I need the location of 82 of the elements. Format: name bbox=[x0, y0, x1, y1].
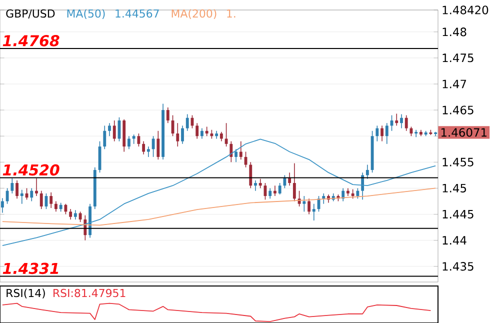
candlestick bbox=[385, 122, 388, 144]
y-tick-label: 1.445 bbox=[442, 210, 474, 219]
candlestick bbox=[128, 136, 130, 150]
line-series bbox=[2, 188, 436, 226]
candlestick bbox=[366, 164, 369, 180]
candlestick bbox=[278, 182, 282, 195]
candlestick bbox=[78, 211, 82, 222]
y-tick-label: 1.47 bbox=[442, 80, 466, 88]
candlestick bbox=[249, 162, 252, 189]
candlestick bbox=[181, 125, 184, 144]
candlestick bbox=[234, 148, 238, 163]
candlestick bbox=[274, 185, 276, 196]
y-tick-label: 1.435 bbox=[442, 262, 474, 271]
candlestick bbox=[414, 129, 418, 138]
candlestick bbox=[205, 126, 208, 136]
candlestick bbox=[146, 146, 150, 158]
candlestick bbox=[142, 140, 146, 155]
candlestick bbox=[292, 162, 296, 202]
candlestick bbox=[30, 188, 34, 202]
annotation: 1. bbox=[227, 10, 236, 18]
ref-line-label: 1.4768 bbox=[2, 35, 60, 46]
candlestick bbox=[400, 114, 403, 129]
line-series bbox=[2, 138, 436, 246]
candlestick bbox=[10, 178, 14, 194]
text: 1.46071 bbox=[441, 128, 487, 137]
y-tick-label: 1.465 bbox=[442, 106, 474, 114]
y-tick-label: 1.455 bbox=[442, 158, 474, 166]
y-tick-label: 1.44 bbox=[442, 236, 466, 244]
candlestick bbox=[395, 113, 398, 126]
candlestick bbox=[186, 114, 189, 132]
annotation: 1.44567 bbox=[116, 9, 159, 18]
candlestick bbox=[0, 198, 4, 214]
candlestick bbox=[40, 190, 43, 210]
candlestick bbox=[103, 125, 106, 150]
candlestick bbox=[35, 178, 38, 196]
chart-title: RSI(14) bbox=[6, 288, 45, 298]
text: MA(50) bbox=[67, 9, 105, 19]
candlestick bbox=[137, 133, 140, 147]
candlestick bbox=[74, 210, 77, 220]
candlestick bbox=[20, 189, 24, 204]
candlestick bbox=[16, 180, 18, 200]
candlestick bbox=[108, 122, 111, 136]
y-tick-label: 1.48420 bbox=[442, 6, 488, 14]
candlestick bbox=[200, 128, 204, 140]
candlestick bbox=[283, 174, 286, 189]
candlestick bbox=[268, 188, 272, 200]
candlestick bbox=[308, 198, 310, 215]
text: MA(200) bbox=[172, 9, 216, 19]
candlestick bbox=[239, 140, 242, 160]
candlestick bbox=[254, 180, 257, 192]
chart-title: GBP/USD bbox=[6, 9, 55, 19]
candlestick bbox=[351, 188, 354, 200]
candlestick bbox=[302, 196, 306, 212]
candlestick bbox=[112, 120, 116, 142]
candlestick bbox=[220, 132, 223, 142]
candlestick bbox=[50, 192, 53, 208]
candlestick bbox=[380, 125, 384, 142]
candlestick bbox=[322, 193, 326, 204]
candlestick bbox=[176, 122, 180, 147]
candlestick bbox=[64, 203, 68, 215]
candlestick bbox=[156, 130, 160, 160]
candlestick bbox=[132, 134, 136, 144]
y-tick-label: 1.45 bbox=[442, 184, 466, 192]
candlestick bbox=[258, 178, 262, 189]
candlestick bbox=[69, 208, 72, 220]
candlestick bbox=[166, 107, 170, 124]
candlestick bbox=[224, 122, 228, 147]
candlestick bbox=[376, 125, 379, 142]
candlestick bbox=[361, 172, 364, 200]
candlestick bbox=[312, 203, 316, 221]
candlestick bbox=[6, 188, 9, 204]
ref-line-label: 1.4520 bbox=[2, 164, 60, 176]
ref-line-label: 1.4331 bbox=[2, 262, 58, 274]
candlestick bbox=[230, 140, 233, 163]
candlestick bbox=[54, 200, 58, 212]
candlestick bbox=[152, 136, 155, 158]
y-tick-label: 1.475 bbox=[442, 54, 474, 62]
candlestick bbox=[196, 122, 199, 140]
text: RSI:81.47951 bbox=[54, 288, 126, 298]
candlestick bbox=[404, 114, 408, 132]
candlestick bbox=[356, 188, 360, 200]
y-tick-label: 1.48 bbox=[442, 28, 466, 36]
